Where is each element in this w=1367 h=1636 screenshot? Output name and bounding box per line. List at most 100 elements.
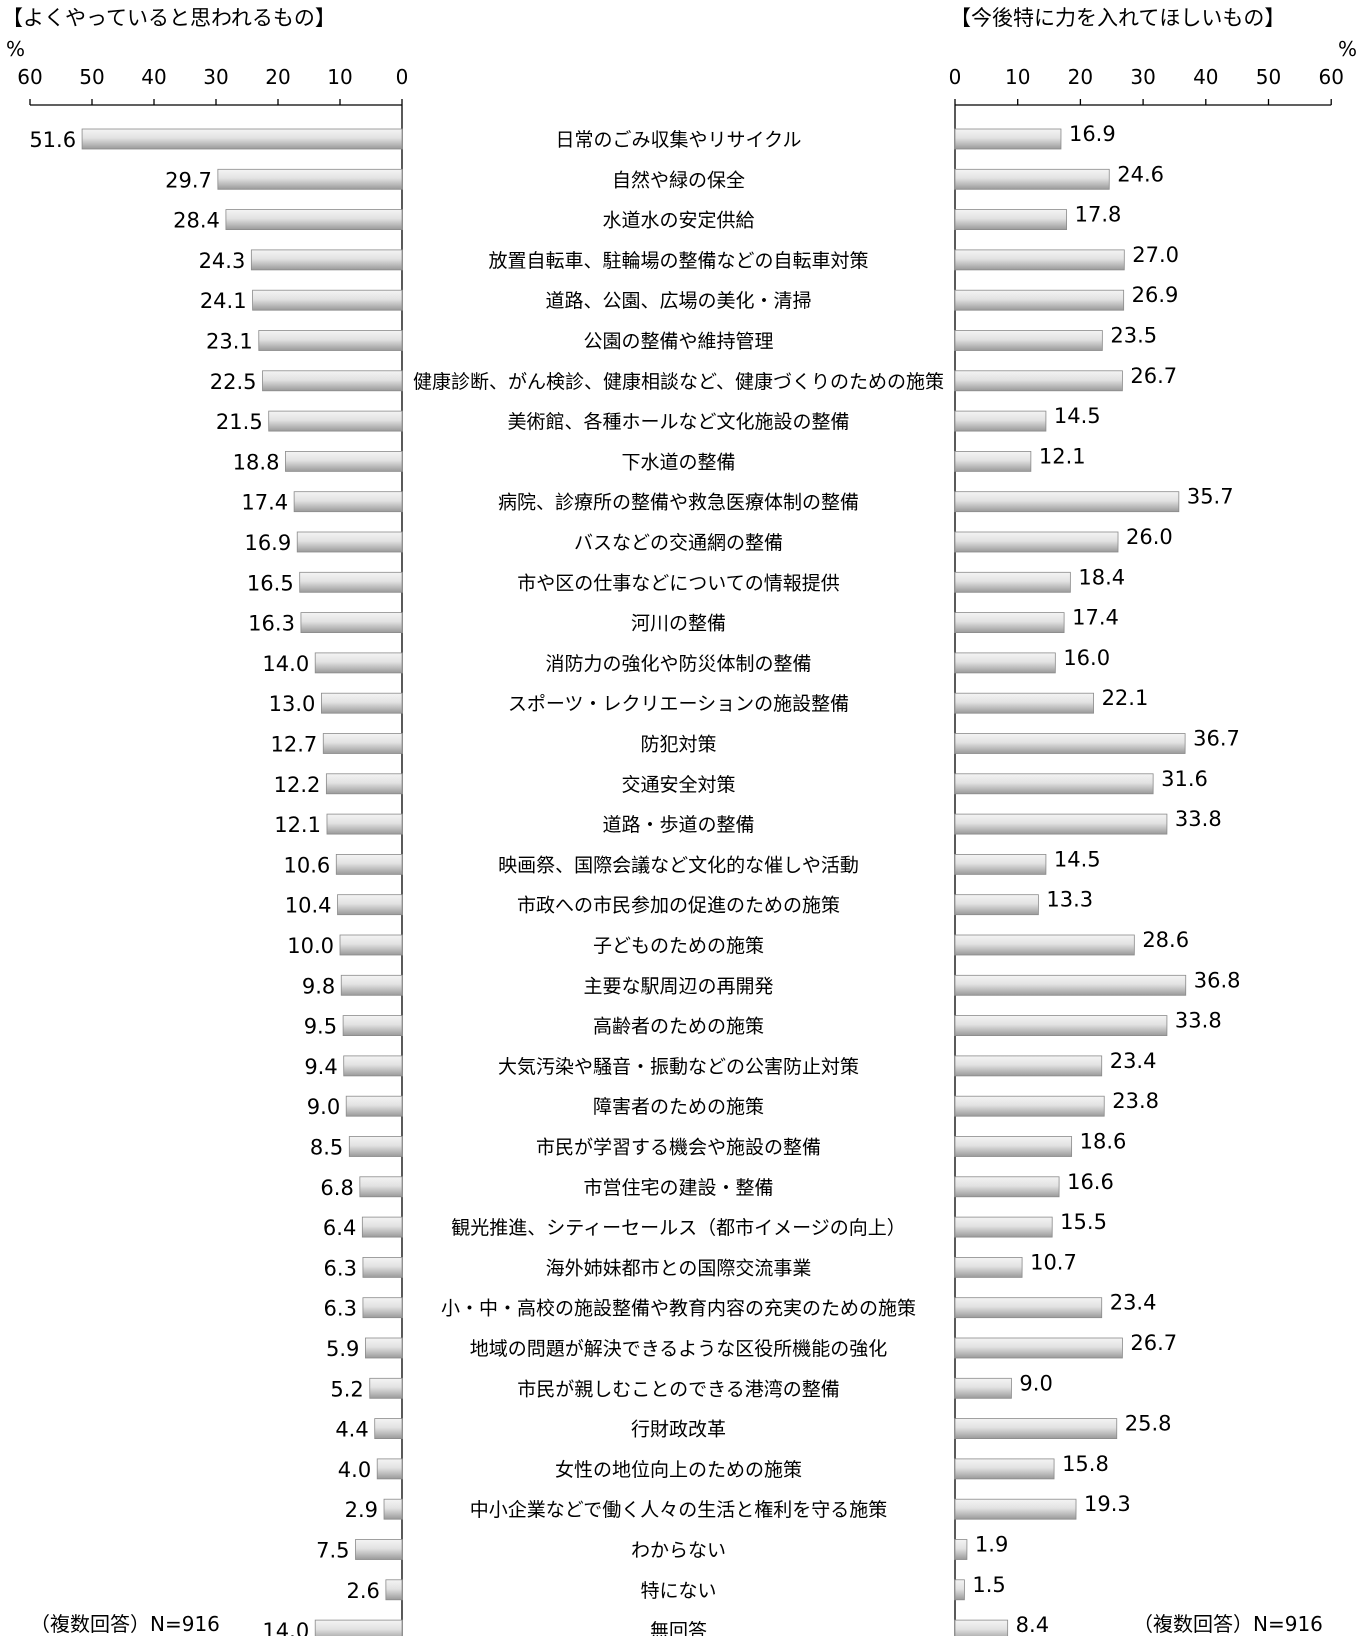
right-value-label: 1.9 [975,1533,1008,1557]
category-label: 道路・歩道の整備 [602,814,754,836]
right-bar [954,410,1047,432]
right-value-label: 18.6 [1080,1130,1127,1154]
left-value-label: 22.5 [210,370,257,394]
left-bar [268,410,403,432]
right-bar [954,1136,1073,1157]
right-bar [954,571,1071,593]
right-value-label: 36.7 [1193,727,1240,751]
left-tick-label: 40 [141,65,166,89]
left-bar [250,249,403,271]
right-value-label: 27.0 [1132,243,1179,267]
left-bar [361,1216,403,1238]
left-value-label: 14.0 [262,1619,309,1636]
right-bar [954,491,1180,513]
left-bar [362,1297,403,1319]
left-value-label: 16.3 [248,612,295,636]
right-value-label: 16.0 [1063,646,1110,670]
left-value-label: 2.9 [345,1498,378,1522]
chart-row: 9.4 大気汚染や騒音・振動などの公害防止対策 23.4 [304,1049,1156,1079]
chart-row: 6.8 市営住宅の建設・整備 16.6 [320,1170,1113,1200]
category-label: 地域の問題が解決できるような区役所機能の強化 [470,1338,888,1360]
category-label: 行財政改革 [631,1419,726,1441]
left-value-label: 24.1 [200,289,247,313]
left-bar [285,450,403,472]
category-label: 自然や緑の保全 [612,169,745,191]
right-value-label: 23.5 [1110,324,1157,348]
right-bar [954,773,1154,795]
left-bar [322,733,403,754]
category-label: 大気汚染や騒音・振動などの公害防止対策 [498,1056,859,1078]
right-value-label: 15.8 [1062,1452,1109,1476]
right-bar [954,1015,1168,1036]
chart-row: 22.5 健康診断、がん検診、健康相談など、健康づくりのための施策 26.7 [210,364,1177,394]
left-bar [293,491,403,513]
right-bar [954,854,1047,875]
category-label: 市政への市民参加の促進のための施策 [517,895,840,917]
category-label: 下水道の整備 [621,451,735,473]
chart-row: 16.3 河川の整備 17.4 [248,606,1119,636]
right-bar [954,1297,1103,1319]
right-bar [954,733,1186,754]
left-bar [359,1176,403,1198]
chart-row: 16.9 バスなどの交通網の整備 26.0 [244,525,1172,555]
right-bar [954,128,1062,150]
chart-row: 4.0 女性の地位向上のための施策 15.8 [338,1452,1109,1482]
right-bar [954,1579,965,1601]
right-value-label: 23.4 [1110,1291,1157,1315]
category-label: 病院、診療所の整備や救急医療体制の整備 [498,492,859,514]
left-bar [225,209,403,231]
left-bar [342,1015,403,1036]
category-label: 映画祭、国際会議など文化的な催しや活動 [498,854,859,876]
left-bar [325,773,403,795]
left-value-label: 17.4 [241,491,288,515]
chart-row: 12.1 道路・歩道の整備 33.8 [274,807,1221,837]
left-unit-label: % [6,37,25,61]
left-value-label: 16.5 [247,571,294,595]
chart-row: 16.5 市や区の仕事などについての情報提供 18.4 [247,565,1125,595]
right-bar [954,1055,1103,1077]
category-label: わからない [631,1540,726,1562]
right-bar [954,1257,1023,1278]
right-tick-label: 0 [949,65,962,89]
category-label: 消防力の強化や防災体制の整備 [545,653,811,675]
left-bar [339,934,403,956]
left-value-label: 16.9 [244,531,291,555]
category-label: 障害者のための施策 [593,1096,764,1118]
right-value-label: 12.1 [1039,444,1086,468]
chart-row: 10.4 市政への市民参加の促進のための施策 13.3 [285,888,1093,918]
chart-row: 10.0 子どものための施策 28.6 [287,928,1189,958]
left-value-label: 14.0 [262,652,309,676]
right-value-label: 35.7 [1187,485,1234,509]
right-value-label: 26.7 [1130,1331,1177,1355]
right-value-label: 14.5 [1054,404,1101,428]
left-bar [335,854,403,875]
chart-row: 23.1 公園の整備や維持管理 23.5 [206,324,1157,354]
right-value-label: 31.6 [1161,767,1208,791]
category-label: 観光推進、シティーセールス（都市イメージの向上） [451,1217,905,1239]
left-value-label: 9.5 [304,1015,337,1039]
right-bar [954,934,1135,956]
category-label: 河川の整備 [631,613,726,635]
chart-row: 6.4 観光推進、シティーセールス（都市イメージの向上） 15.5 [323,1210,1107,1240]
right-bar [954,1176,1060,1198]
right-bar [954,1337,1123,1359]
chart-row: 5.9 地域の問題が解決できるような区役所機能の強化 26.7 [326,1331,1177,1361]
category-label: 市民が親しむことのできる港湾の整備 [517,1378,839,1400]
chart-row: 14.0 消防力の強化や防災体制の整備 16.0 [262,646,1110,676]
left-tick-label: 60 [17,65,42,89]
right-tick-label: 30 [1130,65,1155,89]
right-bar [954,531,1119,553]
left-bar [314,1619,403,1636]
right-tick-label: 20 [1068,65,1093,89]
chart-row: 12.2 交通安全対策 31.6 [274,767,1208,797]
category-label: 市民が学習する機会や施設の整備 [536,1137,821,1159]
right-value-label: 26.9 [1132,283,1179,307]
right-tick-label: 60 [1318,65,1343,89]
left-tick-label: 10 [327,65,352,89]
left-bar [383,1498,403,1520]
right-unit-label: % [1338,37,1357,61]
category-label: 市や区の仕事などについての情報提供 [517,572,839,594]
left-bar [376,1458,403,1480]
category-label: スポーツ・レクリエーションの施設整備 [508,693,849,715]
